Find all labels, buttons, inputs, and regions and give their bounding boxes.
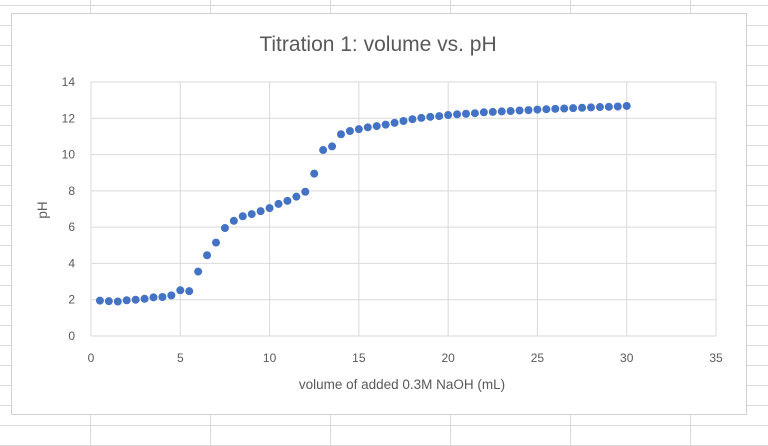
data-point <box>578 103 587 112</box>
data-point <box>167 291 176 300</box>
x-tick-label: 25 <box>531 351 545 365</box>
y-tick-label: 12 <box>62 111 76 125</box>
data-point <box>212 238 220 247</box>
data-point <box>479 108 488 117</box>
data-point <box>444 111 453 120</box>
data-point <box>533 105 542 114</box>
x-tick-label: 20 <box>441 351 455 365</box>
data-point <box>470 109 479 118</box>
x-tick-label: 35 <box>709 351 723 365</box>
data-point <box>354 125 363 134</box>
data-point <box>560 104 569 113</box>
data-point <box>140 294 149 303</box>
x-tick-label: 5 <box>177 351 184 365</box>
data-point <box>265 204 274 213</box>
y-tick-label: 10 <box>62 148 76 162</box>
data-point <box>488 107 497 116</box>
data-point <box>408 115 417 124</box>
data-point <box>417 113 426 122</box>
data-point <box>542 105 551 114</box>
data-point <box>238 212 247 221</box>
data-point <box>569 104 578 113</box>
y-tick-label: 4 <box>68 256 75 270</box>
data-point <box>301 187 310 196</box>
data-point <box>247 210 256 219</box>
y-axis-title: pH <box>35 201 50 218</box>
data-point <box>131 295 140 304</box>
data-point <box>506 107 515 116</box>
data-point <box>363 123 372 132</box>
data-point <box>104 297 113 306</box>
data-point <box>390 118 399 127</box>
data-point <box>158 292 167 301</box>
y-tick-label: 0 <box>68 329 75 343</box>
data-point <box>595 103 604 112</box>
data-point <box>274 199 283 208</box>
y-tick-label: 8 <box>68 184 75 198</box>
data-point <box>310 169 319 178</box>
x-tick-label: 15 <box>352 351 366 365</box>
data-point <box>622 101 631 110</box>
data-point <box>435 112 444 121</box>
data-point <box>149 293 158 302</box>
data-point <box>587 103 595 112</box>
data-point <box>426 112 435 121</box>
data-point <box>462 109 470 118</box>
data-point <box>113 297 122 306</box>
data-point <box>176 286 185 295</box>
data-point <box>515 106 524 115</box>
data-point <box>524 106 533 115</box>
data-point <box>122 296 131 305</box>
data-point <box>381 120 390 129</box>
data-point <box>194 267 203 276</box>
data-point <box>220 224 229 233</box>
y-tick-label: 2 <box>68 293 75 307</box>
data-point <box>399 117 408 126</box>
data-point <box>185 287 194 296</box>
data-point <box>345 126 354 135</box>
data-point <box>453 110 462 119</box>
data-point <box>292 192 301 201</box>
x-tick-label: 0 <box>88 351 95 365</box>
y-tick-label: 14 <box>62 75 76 89</box>
chart-title: Titration 1: volume vs. pH <box>259 33 496 56</box>
gridlines <box>90 81 717 337</box>
data-point <box>551 104 560 113</box>
y-axis-tick-labels: 0 2 4 6 8 10 12 14 <box>62 75 76 343</box>
x-axis-title: volume of added 0.3M NaOH (mL) <box>299 377 505 392</box>
data-point <box>203 251 212 260</box>
data-point <box>319 146 328 155</box>
data-point <box>256 207 265 216</box>
x-tick-label: 30 <box>620 351 634 365</box>
data-point <box>283 196 292 205</box>
x-axis-tick-labels: 0 5 10 15 20 25 30 35 <box>88 351 723 365</box>
y-tick-label: 6 <box>68 220 75 234</box>
data-points <box>95 101 631 306</box>
data-point <box>95 296 104 305</box>
data-point <box>497 107 506 116</box>
data-point <box>229 216 238 225</box>
data-point <box>337 130 345 139</box>
x-tick-label: 10 <box>263 351 277 365</box>
data-point <box>328 142 337 151</box>
data-point <box>604 102 613 111</box>
chart-area[interactable] <box>11 13 747 415</box>
data-point <box>372 122 381 131</box>
data-point <box>613 102 622 111</box>
